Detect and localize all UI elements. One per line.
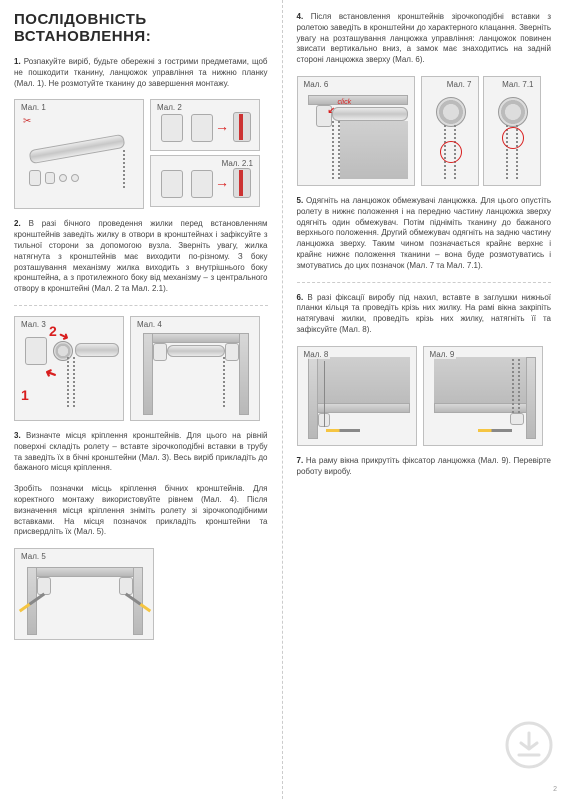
fig-row-1: Мал. 1 ✂ Мал. 2 →: [14, 99, 268, 209]
fig-row-5: Мал. 8 Мал. 9: [297, 346, 552, 446]
figure-4-label: Мал. 4: [135, 320, 164, 329]
fig-row-3: Мал. 5: [14, 548, 268, 640]
figure-3-num2: 2: [49, 323, 57, 339]
divider-1: [14, 305, 268, 306]
figure-5-label: Мал. 5: [19, 552, 48, 561]
para-3-num: 3.: [14, 431, 21, 440]
figure-2-1: Мал. 2.1 →: [150, 155, 260, 207]
figure-5: Мал. 5: [14, 548, 154, 640]
para-1-text: Розпакуйте виріб, будьте обережні з гост…: [14, 57, 268, 88]
para-6-text: В разі фіксації виробу під нахил, вставт…: [297, 293, 552, 334]
figure-6-label: Мал. 6: [302, 80, 331, 89]
divider-2: [297, 282, 552, 283]
para-7-text: На раму вікна прикрутіть фіксатор ланцюж…: [297, 456, 551, 476]
fig-row-4: Мал. 6 click ↙ Мал. 7 Мал: [297, 76, 552, 186]
figure-2-stack: Мал. 2 → Мал. 2.1 →: [150, 99, 260, 209]
fig-row-2: Мал. 3 2 1 ➜ ➜ Мал. 4: [14, 316, 268, 421]
figure-7-label: Мал. 7: [445, 80, 474, 89]
para-2-text: В разі бічного проведення жилки перед вс…: [14, 219, 268, 293]
main-title: ПОСЛІДОВНІСТЬ ВСТАНОВЛЕННЯ:: [14, 12, 268, 45]
figure-3: Мал. 3 2 1 ➜ ➜: [14, 316, 124, 421]
click-label: click: [338, 99, 352, 106]
figure-4: Мал. 4: [130, 316, 260, 421]
para-6: 6. В разі фіксації виробу під нахил, вст…: [297, 293, 552, 336]
para-4-text: Після встановлення кронштейнів зірочкопо…: [297, 12, 552, 64]
figure-1-label: Мал. 1: [19, 103, 48, 112]
right-column: 4. Після встановлення кронштейнів зірочк…: [283, 0, 565, 799]
figure-1: Мал. 1 ✂: [14, 99, 144, 209]
para-4: 4. Після встановлення кронштейнів зірочк…: [297, 12, 552, 66]
page-number: 2: [553, 786, 557, 793]
para-1-num: 1.: [14, 57, 21, 66]
figure-6: Мал. 6 click ↙: [297, 76, 415, 186]
para-2: 2. В разі бічного проведення жилки перед…: [14, 219, 268, 295]
watermark-icon: [505, 721, 553, 769]
para-3b: Зробіть позначки місць кріплення бічних …: [14, 484, 268, 538]
figure-9: Мал. 9: [423, 346, 543, 446]
figure-2-1-label: Мал. 2.1: [220, 159, 255, 168]
figure-3-num1: 1: [21, 387, 29, 403]
para-6-num: 6.: [297, 293, 304, 302]
left-column: ПОСЛІДОВНІСТЬ ВСТАНОВЛЕННЯ: 1. Розпакуйт…: [0, 0, 283, 799]
para-5: 5. Одягніть на ланцюжок обмежувачі ланцю…: [297, 196, 552, 272]
figure-7-stack: Мал. 7 Мал. 7.1: [421, 76, 541, 186]
para-5-num: 5.: [297, 196, 304, 205]
para-3a-text: Визначте місця кріплення кронштейнів. Дл…: [14, 431, 268, 472]
para-7: 7. На раму вікна прикрутіть фіксатор лан…: [297, 456, 552, 478]
para-4-num: 4.: [297, 12, 304, 21]
para-3b-text: Зробіть позначки місць кріплення бічних …: [14, 484, 268, 536]
figure-7-1-label: Мал. 7.1: [500, 80, 535, 89]
para-3a: 3. Визначте місця кріплення кронштейнів.…: [14, 431, 268, 474]
figure-9-label: Мал. 9: [428, 350, 457, 359]
figure-2: Мал. 2 →: [150, 99, 260, 151]
para-2-num: 2.: [14, 219, 21, 228]
figure-8: Мал. 8: [297, 346, 417, 446]
figure-2-label: Мал. 2: [155, 103, 184, 112]
para-5-text: Одягніть на ланцюжок обмежувачі ланцюжка…: [297, 196, 552, 270]
figure-8-label: Мал. 8: [302, 350, 331, 359]
figure-7-1: Мал. 7.1: [483, 76, 541, 186]
page: ПОСЛІДОВНІСТЬ ВСТАНОВЛЕННЯ: 1. Розпакуйт…: [0, 0, 565, 799]
para-1: 1. Розпакуйте виріб, будьте обережні з г…: [14, 57, 268, 89]
figure-3-label: Мал. 3: [19, 320, 48, 329]
para-7-num: 7.: [297, 456, 304, 465]
figure-7: Мал. 7: [421, 76, 479, 186]
